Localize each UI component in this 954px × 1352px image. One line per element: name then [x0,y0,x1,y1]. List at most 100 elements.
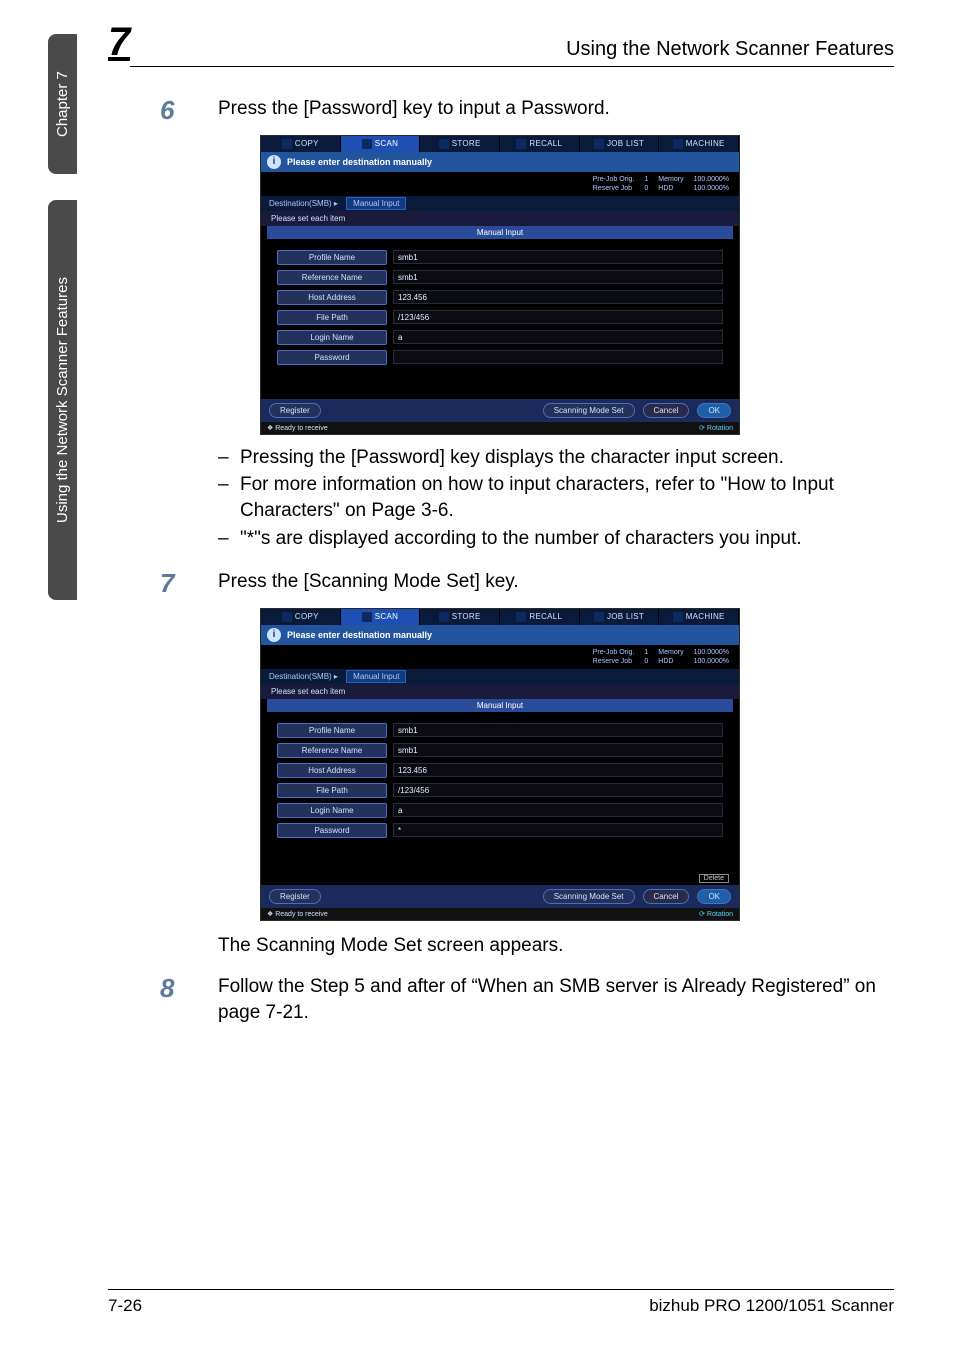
tab-icon [594,139,604,149]
register-button[interactable]: Register [269,889,321,904]
breadcrumb: Destination(SMB) ▸ Manual Input [261,669,739,684]
tab-label: COPY [295,612,319,621]
field-value: a [393,803,723,817]
field-value: a [393,330,723,344]
info-message: Please enter destination manually [287,157,432,167]
page-header-title: Using the Network Scanner Features [566,38,894,61]
field-row: File Path/123/456 [277,310,723,325]
device-tab[interactable]: RECALL [500,609,580,625]
field-label-button[interactable]: Host Address [277,290,387,305]
device-tab[interactable]: JOB LIST [580,136,660,152]
breadcrumb: Destination(SMB) ▸ Manual Input [261,196,739,211]
crumb-link[interactable]: Manual Input [346,670,406,683]
ok-button[interactable]: OK [697,403,731,418]
field-label-button[interactable]: File Path [277,310,387,325]
list-header: Please set each item [261,211,739,226]
field-value: /123/456 [393,783,723,797]
tab-label: SCAN [375,139,398,148]
bullet-item: –"*"s are displayed according to the num… [218,526,894,552]
tab-icon [282,612,292,622]
sidebar-chapter-tab: Chapter 7 [48,34,77,174]
tab-icon [282,139,292,149]
column-header: Manual Input [267,226,733,239]
field-value: 123.456 [393,763,723,777]
bullet-text: For more information on how to input cha… [240,472,894,523]
device-screenshot-1: COPYSCANSTORERECALLJOB LISTMACHINEiPleas… [260,135,894,435]
tab-icon [439,612,449,622]
device-tab[interactable]: MACHINE [659,136,739,152]
device-tab[interactable]: SCAN [341,609,421,625]
field-label-button[interactable]: Login Name [277,330,387,345]
field-row: Password [277,350,723,365]
field-label-button[interactable]: Reference Name [277,270,387,285]
field-row: Profile Name smb1 [277,723,723,738]
step-6-number: 6 [160,96,218,125]
field-label-button[interactable]: Reference Name [277,743,387,758]
cancel-button[interactable]: Cancel [643,403,690,418]
footer-page-number: 7-26 [108,1296,142,1316]
crumb-link[interactable]: Manual Input [346,197,406,210]
bullet-item: –Pressing the [Password] key displays th… [218,445,894,471]
field-value: smb1 [393,743,723,757]
register-button[interactable]: Register [269,403,321,418]
tab-label: JOB LIST [607,139,644,148]
field-value: smb1 [393,270,723,284]
field-row: File Path/123/456 [277,783,723,798]
field-value: 123.456 [393,290,723,304]
field-value [393,350,723,364]
footer-product: bizhub PRO 1200/1051 Scanner [649,1296,894,1316]
bullet-text: Pressing the [Password] key displays the… [240,445,894,471]
device-tab[interactable]: COPY [261,136,341,152]
field-row: Login Name a [277,803,723,818]
device-screenshot-2: COPYSCANSTORERECALLJOB LISTMACHINEiPleas… [260,608,894,921]
device-tab[interactable]: MACHINE [659,609,739,625]
page-footer: 7-26 bizhub PRO 1200/1051 Scanner [108,1289,894,1316]
ok-button[interactable]: OK [697,889,731,904]
header-rule [130,66,894,67]
step-7-text: Press the [Scanning Mode Set] key. [218,569,894,598]
device-tab[interactable]: JOB LIST [580,609,660,625]
cancel-button[interactable]: Cancel [643,889,690,904]
field-label-button[interactable]: Profile Name [277,250,387,265]
step-6: 6 Press the [Password] key to input a Pa… [160,96,894,125]
field-row: Host Address 123.456 [277,763,723,778]
scanning-mode-set-button[interactable]: Scanning Mode Set [543,403,635,418]
step-7: 7 Press the [Scanning Mode Set] key. [160,569,894,598]
device-tab[interactable]: STORE [420,609,500,625]
field-label-button[interactable]: Profile Name [277,723,387,738]
field-row: Profile Name smb1 [277,250,723,265]
field-value: smb1 [393,250,723,264]
device-tab[interactable]: COPY [261,609,341,625]
ready-status: ❖ Ready to receive [267,910,328,918]
tab-label: MACHINE [686,139,725,148]
tab-label: COPY [295,139,319,148]
field-label-button[interactable]: Password [277,350,387,365]
device-tab[interactable]: STORE [420,136,500,152]
tab-label: JOB LIST [607,612,644,621]
device-tab[interactable]: SCAN [341,136,421,152]
bullet-dash: – [218,526,240,552]
rotation-indicator: ⟳ Rotation [699,910,733,918]
device-tab[interactable]: RECALL [500,136,580,152]
column-header: Manual Input [267,699,733,712]
bullet-text: "*"s are displayed according to the numb… [240,526,894,552]
tab-icon [516,612,526,622]
field-value: /123/456 [393,310,723,324]
field-label-button[interactable]: Login Name [277,803,387,818]
list-header: Please set each item [261,684,739,699]
tab-icon [594,612,604,622]
field-value: smb1 [393,723,723,737]
bullet-dash: – [218,472,240,523]
tab-label: STORE [452,612,481,621]
field-value: * [393,823,723,837]
bullet-dash: – [218,445,240,471]
scanning-mode-set-button[interactable]: Scanning Mode Set [543,889,635,904]
field-label-button[interactable]: Password [277,823,387,838]
tab-icon [439,139,449,149]
delete-chip[interactable]: Delete [699,874,729,883]
field-label-button[interactable]: File Path [277,783,387,798]
field-label-button[interactable]: Host Address [277,763,387,778]
tab-label: RECALL [529,139,562,148]
status-table: Pre-Job Orig.1Memory100.0000%Reserve Job… [587,647,735,667]
step-8-number: 8 [160,974,218,1025]
